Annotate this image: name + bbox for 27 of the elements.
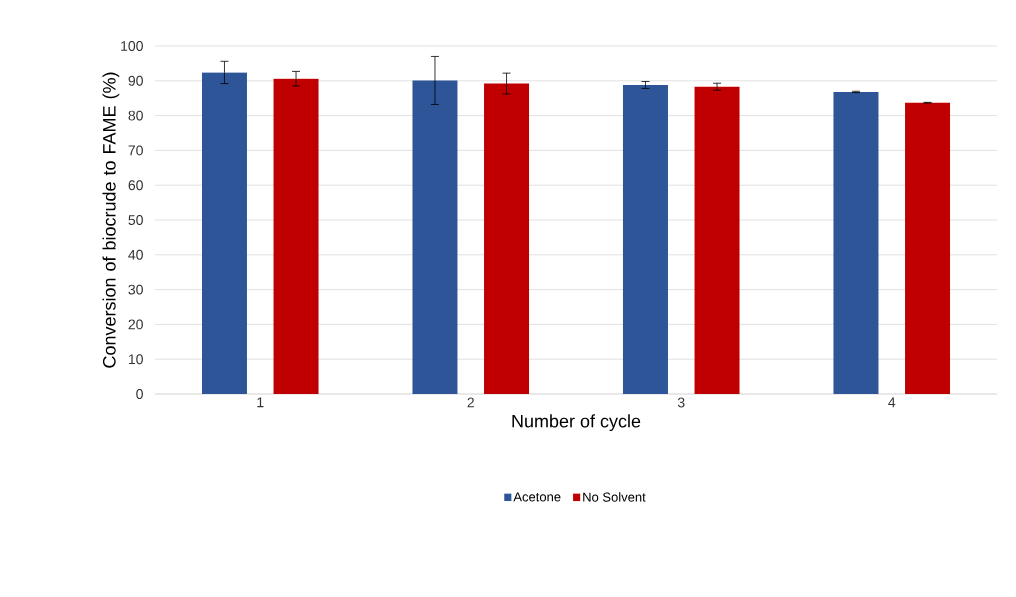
y-tick-label: 70 <box>128 145 143 156</box>
y-tick-label: 60 <box>128 180 143 191</box>
bar <box>833 91 879 394</box>
y-tick-label: 0 <box>136 389 143 399</box>
x-tick-label: 4 <box>888 397 896 408</box>
y-axis-title: Conversion of biocrude to FAME (%) <box>102 72 120 368</box>
y-tick-label: 50 <box>128 215 143 225</box>
bar <box>905 102 951 394</box>
x-tick-label: 3 <box>677 397 685 408</box>
bar <box>412 80 458 394</box>
y-tick-label: 40 <box>128 249 143 260</box>
y-tick-label: 30 <box>128 284 143 295</box>
y-tick-label: 20 <box>128 319 143 330</box>
y-tick-label: 80 <box>128 110 143 121</box>
y-tick-label: 90 <box>128 75 143 86</box>
legend-label: Acetone <box>513 492 561 502</box>
bar <box>694 86 740 394</box>
x-tick-label: 1 <box>257 397 264 408</box>
legend-label: No Solvent <box>583 492 646 502</box>
y-tick-label: 10 <box>128 354 143 365</box>
bar <box>622 84 668 394</box>
x-tick-label: 2 <box>467 397 474 408</box>
bar <box>484 83 530 394</box>
bar <box>273 78 319 394</box>
bar <box>201 72 247 394</box>
x-axis-title: Number of cycle <box>512 414 641 432</box>
y-tick-label: 100 <box>121 41 143 51</box>
